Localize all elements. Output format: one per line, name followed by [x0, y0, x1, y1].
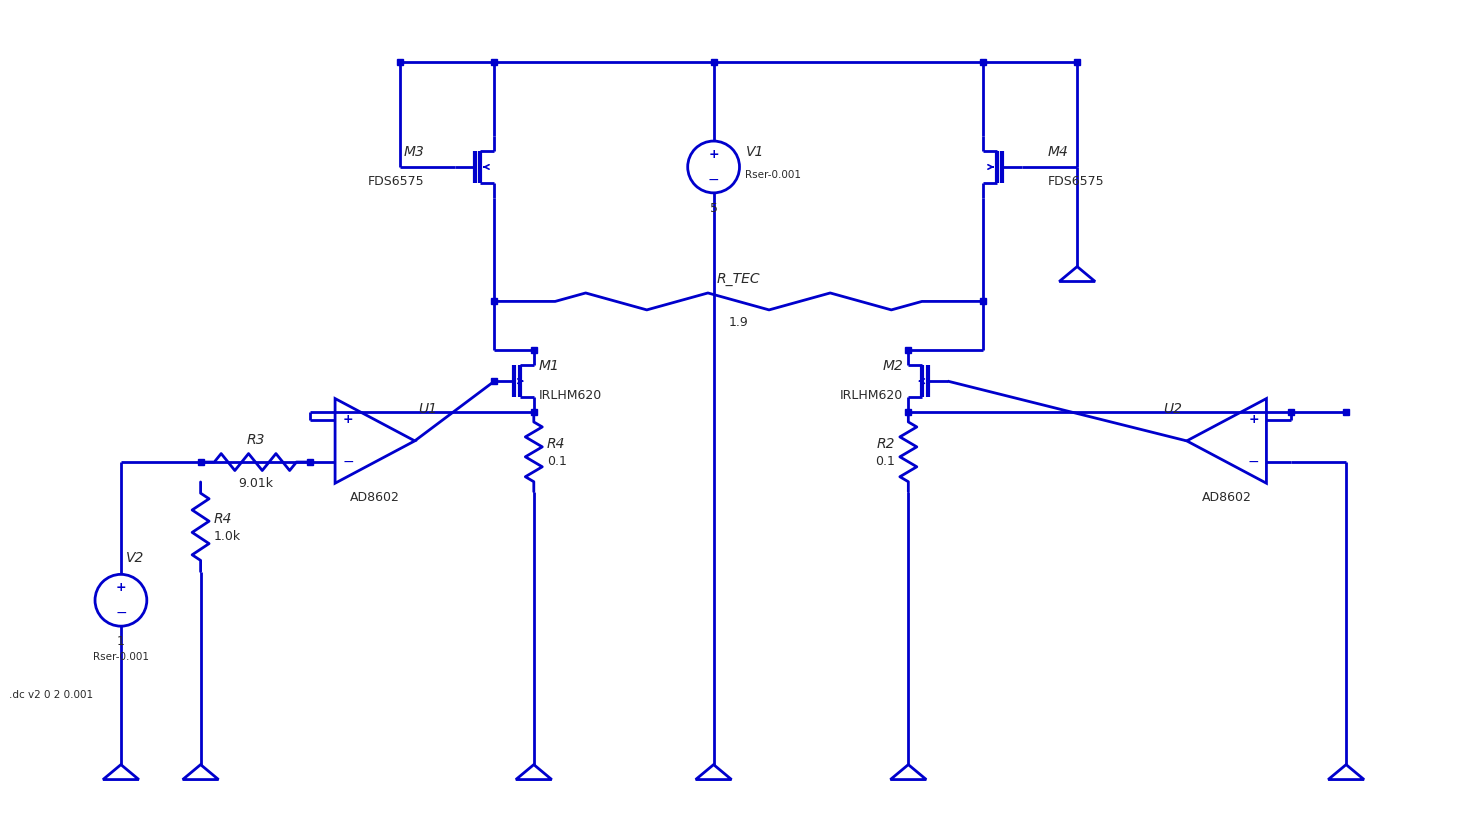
Text: 1.9: 1.9 [728, 316, 749, 330]
Text: M1: M1 [539, 359, 560, 373]
Text: −: − [707, 173, 719, 187]
Text: V1: V1 [746, 145, 764, 159]
Text: R4: R4 [546, 436, 566, 451]
Text: IRLHM620: IRLHM620 [840, 389, 904, 402]
Text: 5: 5 [709, 202, 718, 215]
Text: AD8602: AD8602 [350, 492, 400, 504]
Text: FDS6575: FDS6575 [368, 175, 425, 188]
Text: +: + [343, 413, 353, 427]
Text: M3: M3 [403, 145, 425, 159]
Text: −: − [1248, 455, 1260, 469]
Text: 1.0k: 1.0k [214, 530, 241, 543]
Text: V2: V2 [126, 552, 145, 566]
Text: −: − [115, 606, 127, 621]
Text: FDS6575: FDS6575 [1047, 175, 1103, 188]
Text: 0.1: 0.1 [546, 455, 567, 469]
Text: R3: R3 [247, 433, 264, 447]
Text: U2: U2 [1162, 401, 1182, 416]
Text: M4: M4 [1047, 145, 1068, 159]
Text: +: + [115, 581, 126, 593]
Text: Rser-0.001: Rser-0.001 [746, 170, 802, 180]
Text: 9.01k: 9.01k [238, 477, 273, 490]
Text: 0.1: 0.1 [876, 455, 895, 469]
Text: AD8602: AD8602 [1202, 492, 1251, 504]
Text: IRLHM620: IRLHM620 [539, 389, 603, 402]
Text: 1: 1 [117, 635, 126, 648]
Text: U1: U1 [418, 401, 437, 416]
Text: M2: M2 [882, 359, 904, 373]
Text: .dc v2 0 2 0.001: .dc v2 0 2 0.001 [9, 690, 93, 700]
Text: R_TEC: R_TEC [716, 272, 761, 287]
Text: +: + [709, 147, 719, 160]
Text: R2: R2 [877, 436, 895, 451]
Text: +: + [1248, 413, 1258, 427]
Text: −: − [343, 455, 354, 469]
Text: Rser-0.001: Rser-0.001 [93, 652, 149, 662]
Text: R4: R4 [214, 512, 232, 526]
